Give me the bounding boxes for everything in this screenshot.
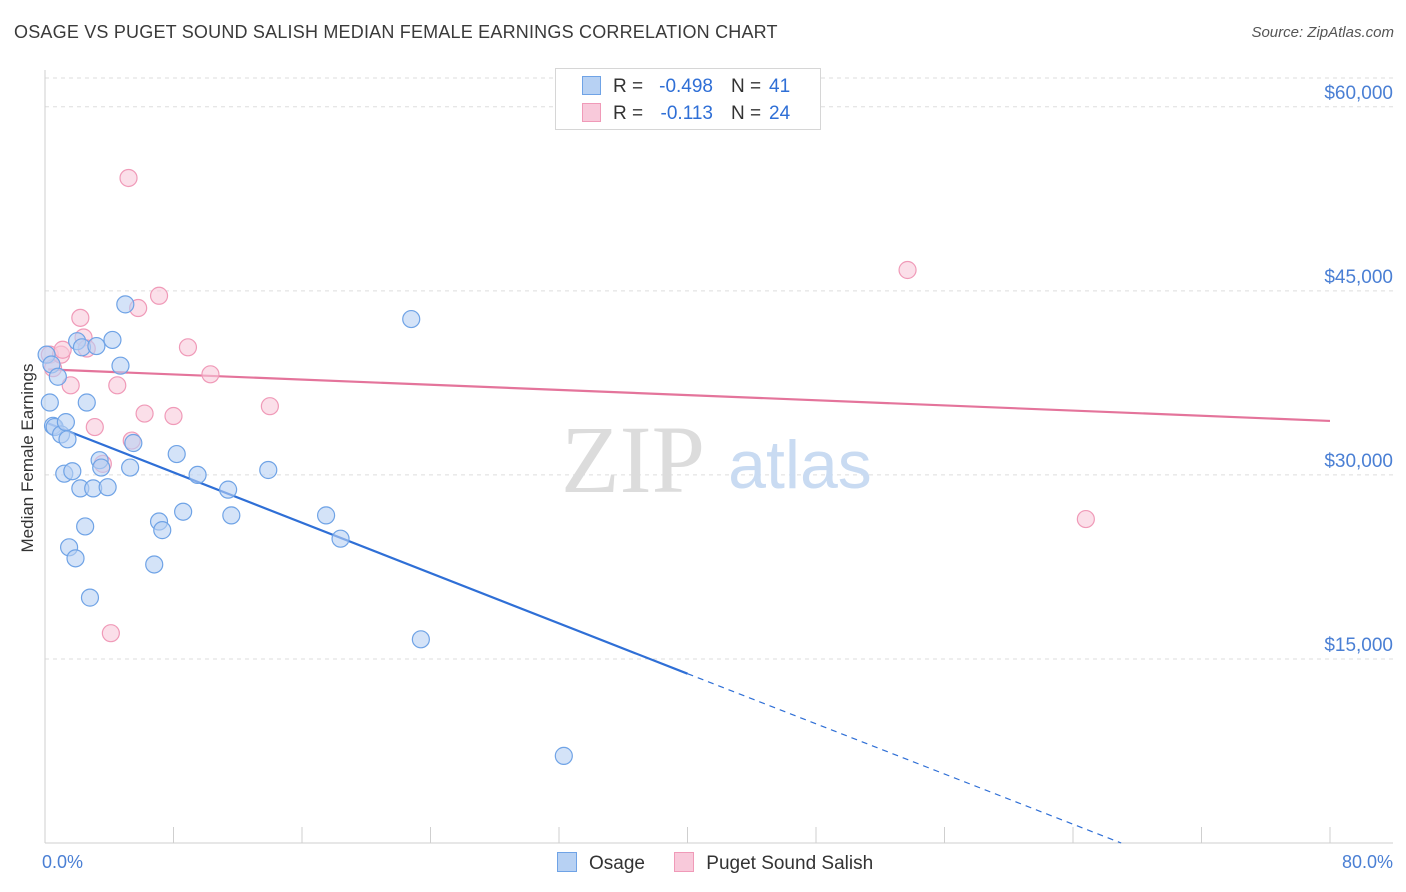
axes (44, 70, 1393, 844)
data-point-puget (164, 406, 183, 426)
series-swatch-osage (557, 852, 577, 872)
trend-line-puget (48, 368, 1331, 423)
data-point-osage (80, 588, 100, 607)
trend-lines (47, 368, 1331, 844)
trend-line-extension-osage (687, 673, 1122, 844)
data-point-osage (259, 460, 278, 480)
data-point-osage (153, 521, 172, 540)
series-name-osage: Osage (589, 853, 645, 874)
data-point-puget (108, 376, 127, 395)
series-swatch-puget (674, 852, 695, 872)
watermark-atlas: atlas (728, 427, 872, 503)
data-point-osage (76, 517, 95, 536)
legend-r-value-osage: -0.498 (659, 76, 713, 97)
data-point-puget (61, 376, 80, 395)
data-point-osage (63, 462, 82, 481)
data-point-osage (411, 630, 430, 649)
data-point-osage (188, 465, 207, 485)
data-point-osage (92, 458, 111, 477)
legend-r-label: R = (613, 103, 644, 124)
data-point-puget (149, 286, 169, 305)
legend-swatch-puget (582, 103, 601, 122)
legend-n-label: N = (731, 103, 762, 124)
y-tick-label: $45,000 (1324, 267, 1393, 288)
x-axis-max-label: 80.0% (1341, 852, 1393, 872)
data-point-puget (178, 338, 198, 357)
data-point-osage (77, 393, 96, 412)
data-point-osage (316, 506, 336, 525)
legend-row-puget: R = -0.113 N = 24 (582, 103, 790, 127)
x-axis-min-label: 0.0% (42, 852, 84, 872)
data-point-osage (66, 549, 85, 568)
data-point-puget (71, 308, 90, 327)
data-point-osage (116, 295, 135, 314)
data-point-puget (1076, 509, 1095, 529)
data-point-osage (103, 330, 122, 350)
data-point-puget (135, 404, 154, 423)
data-point-osage (111, 356, 130, 375)
chart-title: OSAGE VS PUGET SOUND SALISH MEDIAN FEMAL… (14, 22, 778, 42)
data-point-puget (101, 624, 120, 643)
data-point-osage (48, 367, 67, 386)
data-point-osage (219, 480, 238, 499)
gridlines (45, 77, 1393, 660)
data-point-osage (56, 413, 75, 432)
trend-line-osage (47, 422, 688, 675)
data-point-osage (222, 506, 241, 525)
chart-source: Source: ZipAtlas.com (1251, 24, 1394, 41)
data-points (37, 168, 1095, 765)
data-point-osage (331, 529, 350, 548)
y-tick-labels: $15,000 $30,000 $45,000 $60,000 (1324, 83, 1393, 656)
data-point-puget (119, 168, 138, 188)
data-point-puget (85, 417, 104, 437)
correlation-legend: R = -0.498 N = 41 R = -0.113 N = 24 (555, 68, 821, 130)
series-legend-puget: Puget Sound Salish (674, 852, 873, 875)
watermark: ZIP atlas (561, 406, 872, 513)
data-point-osage (145, 555, 164, 574)
series-name-puget: Puget Sound Salish (706, 853, 874, 874)
watermark-zip: ZIP (561, 406, 705, 513)
data-point-osage (554, 746, 573, 765)
y-tick-label: $60,000 (1324, 83, 1393, 104)
legend-swatch-osage (582, 76, 601, 95)
data-point-osage (98, 478, 117, 497)
data-point-puget (201, 365, 220, 384)
legend-n-value-puget: 24 (769, 103, 791, 124)
data-point-puget (260, 397, 279, 416)
series-legend: Osage Puget Sound Salish (557, 852, 897, 875)
legend-n-label: N = (731, 76, 762, 97)
data-point-osage (402, 309, 421, 329)
data-point-osage (167, 444, 186, 464)
data-point-osage (87, 336, 106, 356)
data-point-osage (174, 502, 193, 521)
legend-n-value-osage: 41 (769, 76, 791, 97)
legend-r-label: R = (613, 76, 644, 97)
data-point-puget (898, 260, 917, 280)
legend-row-osage: R = -0.498 N = 41 (582, 76, 790, 100)
y-tick-label: $30,000 (1324, 451, 1393, 472)
legend-r-value-puget: -0.113 (660, 103, 713, 124)
data-point-osage (58, 430, 77, 449)
data-point-osage (121, 458, 140, 477)
series-legend-osage: Osage (557, 852, 645, 875)
data-point-osage (40, 393, 59, 412)
y-tick-label: $15,000 (1324, 635, 1393, 656)
data-point-osage (124, 433, 143, 453)
